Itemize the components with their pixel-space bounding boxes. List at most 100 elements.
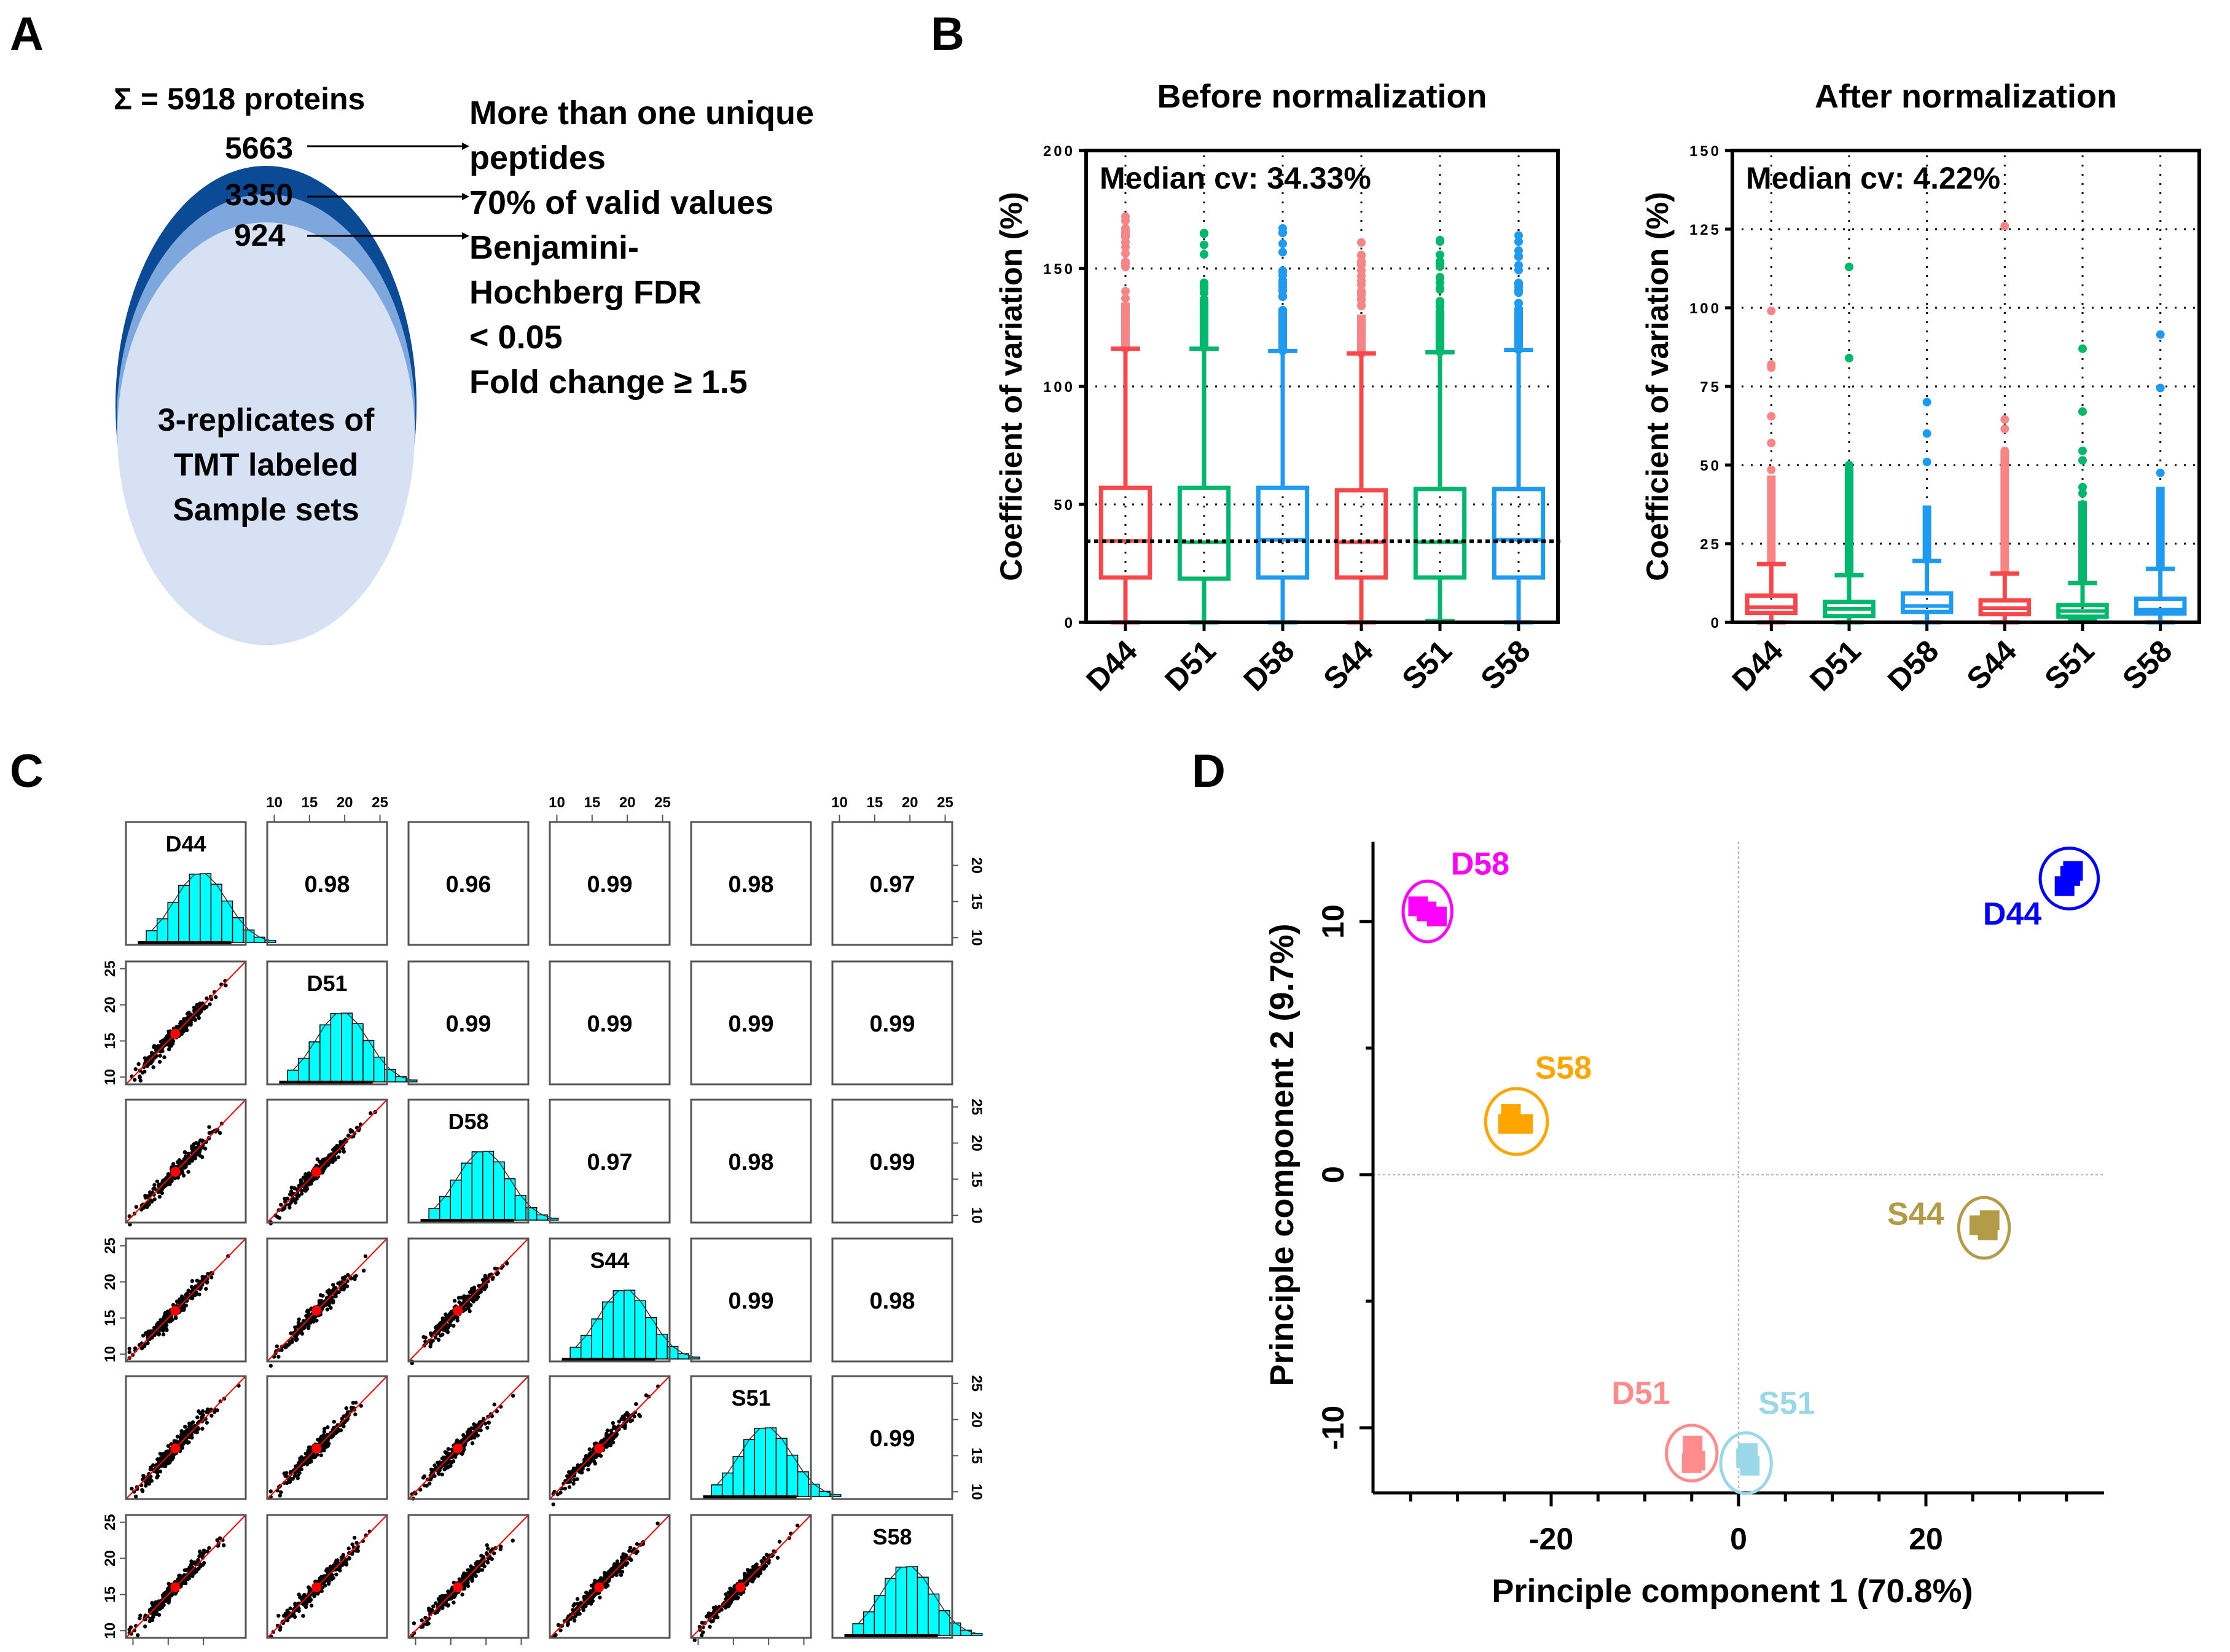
outlier-point bbox=[1200, 288, 1208, 297]
inner-line: Sample sets bbox=[173, 492, 359, 528]
outlier-point bbox=[1121, 287, 1130, 296]
count-5663: 5663 bbox=[225, 131, 294, 165]
cell-frame bbox=[690, 821, 812, 946]
rug bbox=[138, 941, 232, 944]
cell-frame bbox=[266, 821, 388, 946]
outlier-point bbox=[1514, 283, 1523, 292]
scatter-point bbox=[143, 1070, 147, 1074]
outlier-point bbox=[1121, 257, 1130, 267]
scatter-point bbox=[144, 1057, 149, 1062]
cluster-s51: S51 bbox=[1719, 1386, 1815, 1495]
outlier-band bbox=[2000, 452, 2009, 574]
outlier-point bbox=[1436, 257, 1444, 266]
box bbox=[1900, 591, 1954, 614]
scatter-point bbox=[138, 1078, 143, 1083]
variable-label: D44 bbox=[165, 831, 206, 856]
correlation-cell: 0.98 bbox=[266, 821, 388, 946]
scatter-point bbox=[133, 1067, 138, 1071]
outlier-point bbox=[1278, 321, 1287, 330]
scatter-point bbox=[151, 1065, 155, 1070]
outlier-point bbox=[1514, 251, 1523, 260]
panel-a-letter: A bbox=[10, 8, 44, 60]
cluster-s58: S58 bbox=[1484, 1050, 1592, 1156]
outlier-point bbox=[1767, 412, 1776, 421]
outlier-point bbox=[2078, 446, 2087, 455]
y-tick-label: 150 bbox=[1689, 143, 1721, 160]
scatter-point bbox=[158, 1054, 162, 1058]
y-axis-label: Coefficient of variation (%) bbox=[994, 192, 1028, 581]
y-tick-label: 50 bbox=[1054, 497, 1075, 514]
outlier-point bbox=[1436, 283, 1444, 292]
scatter-point bbox=[193, 1017, 198, 1022]
chart-title: After normalization bbox=[1815, 78, 2117, 115]
scatter-point bbox=[151, 1059, 155, 1063]
outlier-band bbox=[1845, 467, 1853, 576]
outlier-point bbox=[1767, 363, 1776, 372]
cluster-label: D51 bbox=[1611, 1376, 1670, 1411]
outlier-point bbox=[2078, 489, 2087, 498]
cell-frame bbox=[407, 821, 530, 946]
scatter-point bbox=[133, 1078, 137, 1082]
outlier-point bbox=[1121, 305, 1130, 314]
outlier-point bbox=[2078, 407, 2087, 416]
outlier-point bbox=[1278, 224, 1287, 233]
outlier-point bbox=[1200, 229, 1208, 238]
pca-point bbox=[1685, 1450, 1705, 1471]
outlier-point bbox=[2156, 383, 2165, 393]
scatter-point bbox=[187, 1014, 192, 1018]
cluster-label: S58 bbox=[1535, 1050, 1592, 1086]
cluster-d44: D44 bbox=[1983, 847, 2100, 932]
outlier-band bbox=[2078, 501, 2087, 583]
correlation-value: 0.97 bbox=[870, 872, 915, 898]
cell-frame bbox=[125, 821, 247, 946]
outlier-point bbox=[1922, 397, 1931, 407]
outlier-point bbox=[1436, 235, 1444, 245]
outlier-point bbox=[1767, 307, 1776, 316]
y-tick-label: 100 bbox=[1689, 300, 1721, 317]
scatter-point bbox=[166, 1047, 171, 1052]
box bbox=[1492, 487, 1546, 580]
total-proteins-label: Σ = 5918 proteins bbox=[114, 82, 366, 116]
count-3350: 3350 bbox=[225, 178, 294, 212]
outlier-point bbox=[1200, 300, 1208, 310]
correlation-cell: 0.97 bbox=[831, 821, 953, 946]
y-tick-label: 75 bbox=[1700, 379, 1721, 396]
outlier-point bbox=[2078, 482, 2087, 491]
layer-inner bbox=[117, 222, 415, 645]
outlier-band bbox=[2156, 487, 2165, 569]
outlier-point bbox=[2000, 221, 2009, 230]
outlier-point bbox=[1278, 248, 1287, 257]
panel-b-letter: B bbox=[931, 8, 964, 60]
outlier-point bbox=[1121, 230, 1130, 239]
outlier-point bbox=[1767, 439, 1776, 448]
plot-frame bbox=[1731, 149, 2201, 624]
correlation-value: 0.96 bbox=[446, 872, 491, 898]
outlier-point bbox=[1200, 278, 1208, 288]
outlier-point bbox=[1514, 237, 1523, 246]
y-tick-label: 100 bbox=[1043, 379, 1075, 396]
inner-line: 3-replicates of bbox=[157, 402, 375, 438]
correlation-value: 0.99 bbox=[587, 872, 633, 898]
cluster-d58: D58 bbox=[1401, 847, 1509, 944]
outlier-point bbox=[1514, 308, 1523, 317]
outlier-point bbox=[1357, 339, 1366, 348]
panel-d-letter: D bbox=[1192, 745, 1226, 797]
cluster-s44: S44 bbox=[1887, 1196, 2011, 1260]
outlier-point bbox=[2078, 500, 2087, 509]
outlier-point bbox=[1200, 249, 1208, 259]
scatter-point bbox=[152, 1055, 157, 1060]
outlier-point bbox=[1278, 286, 1287, 296]
pca-point bbox=[2060, 866, 2080, 886]
y-tick-label: 0 bbox=[1711, 615, 1721, 632]
outlier-point bbox=[1514, 327, 1523, 336]
scatter-point bbox=[224, 983, 228, 988]
inner-line: TMT labeled bbox=[173, 447, 359, 483]
outlier-point bbox=[1357, 322, 1366, 331]
panel-c-letter: C bbox=[10, 745, 44, 797]
outlier-point bbox=[1845, 461, 1853, 469]
criterion-line: Fold change ≥ 1.5 bbox=[469, 364, 748, 401]
scatter-point bbox=[208, 1002, 212, 1006]
outlier-point bbox=[1514, 299, 1523, 308]
